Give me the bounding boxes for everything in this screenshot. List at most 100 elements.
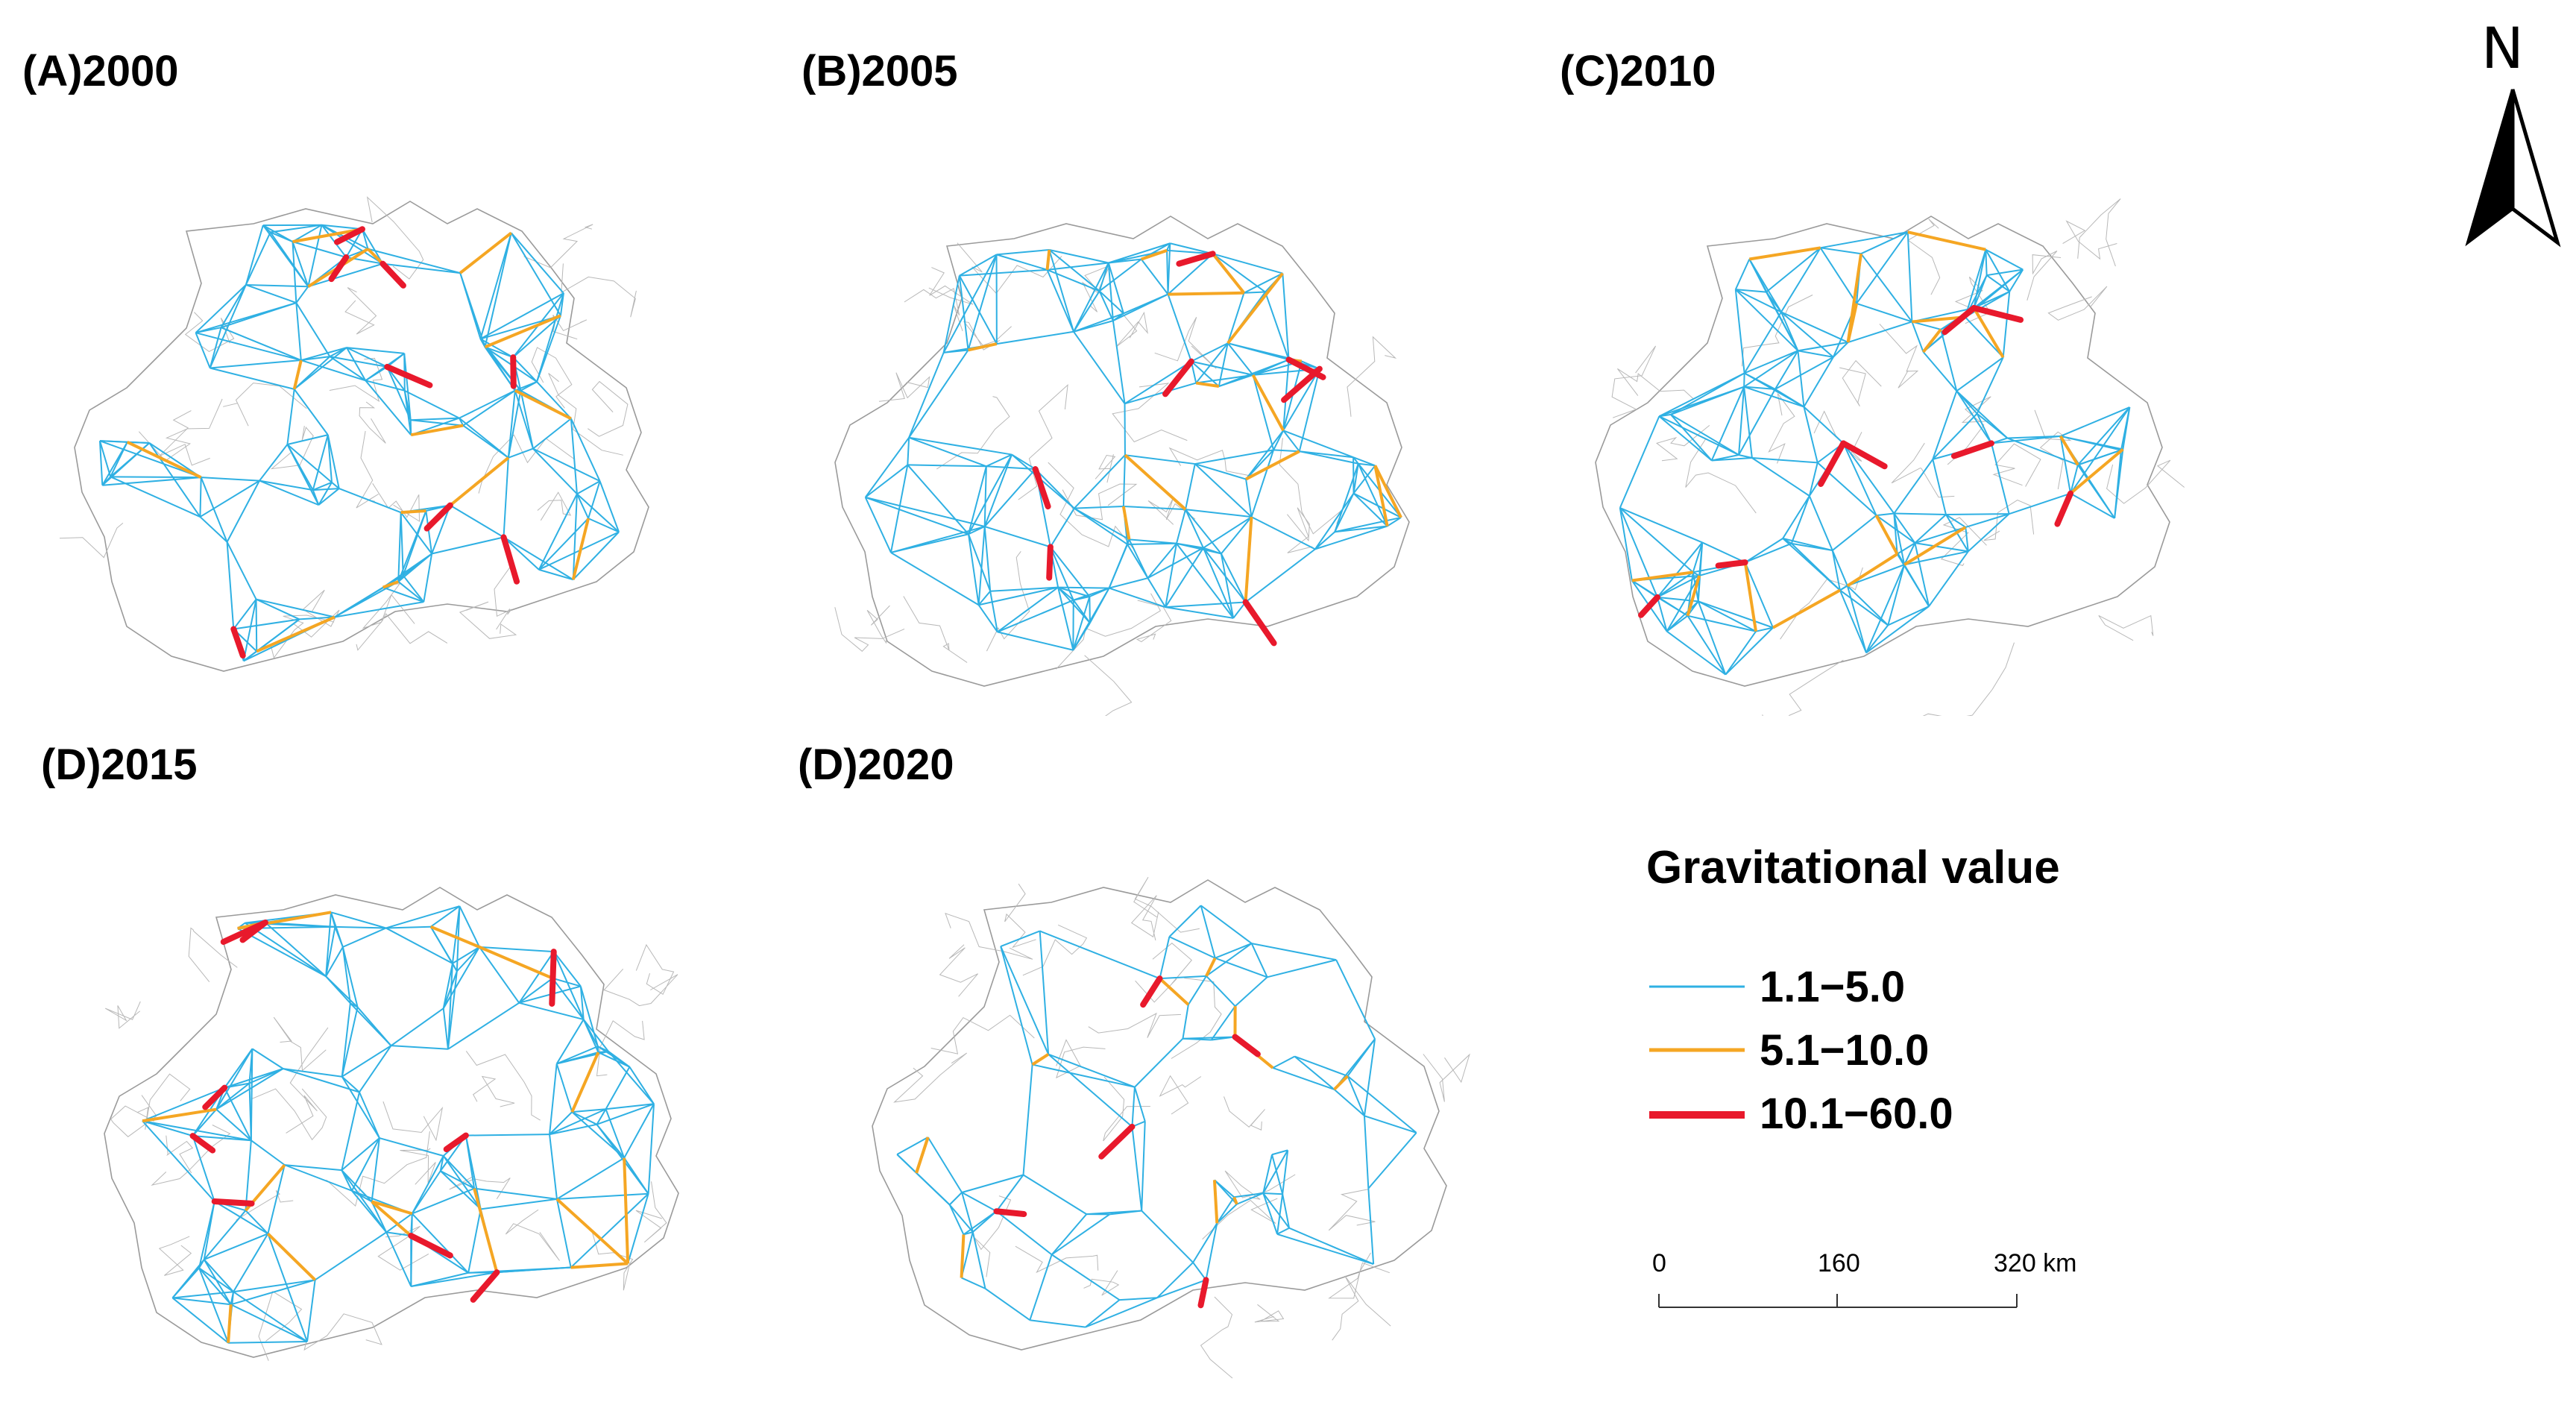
link-low: [959, 268, 1048, 277]
link-low: [1032, 1063, 1136, 1088]
link-low: [596, 1046, 599, 1053]
link-low: [1141, 1210, 1194, 1263]
link-low: [555, 1019, 585, 1064]
link-low: [346, 347, 405, 354]
link-low: [1206, 975, 1236, 1007]
county-boundary: [945, 912, 1033, 960]
link-low: [1187, 975, 1207, 1005]
county-boundary: [400, 1148, 436, 1185]
county-boundary: [2047, 286, 2108, 321]
network-map-2020: [872, 877, 1470, 1379]
link-low: [341, 1007, 359, 1077]
link-low: [536, 381, 572, 419]
link-mid: [367, 248, 384, 265]
link-low: [1194, 449, 1274, 465]
network-map-2010: [1595, 198, 2185, 716]
link-low: [1780, 311, 1834, 358]
link-low: [430, 905, 460, 928]
link-low: [256, 598, 300, 620]
county-boundary: [494, 567, 512, 630]
link-low: [450, 504, 505, 538]
link-mid: [1749, 246, 1821, 261]
link-low: [1657, 597, 1668, 632]
link-low: [362, 228, 384, 265]
link-low: [1819, 247, 1857, 304]
link-mid: [1373, 465, 1389, 526]
link-low: [1986, 274, 2010, 292]
link-low: [233, 618, 300, 630]
network-map-2005: [834, 216, 1410, 716]
panel-title-d-2020: (D)2020: [798, 741, 954, 789]
link-low: [341, 1045, 392, 1078]
county-boundary: [1940, 517, 1987, 566]
link-low: [1282, 430, 1300, 452]
link-high: [993, 1208, 1027, 1218]
link-low: [1074, 505, 1124, 509]
link-low: [1734, 259, 1751, 290]
link-low: [1265, 292, 1290, 360]
link-low: [967, 534, 980, 606]
panel-title-b: (B)2005: [802, 47, 958, 95]
link-low: [325, 912, 332, 977]
link-low: [1282, 1194, 1291, 1228]
link-low: [341, 946, 351, 1004]
link-low: [295, 302, 302, 361]
link-low: [1089, 587, 1109, 597]
link-low: [385, 927, 453, 964]
link-low: [2070, 492, 2115, 519]
link-low: [2009, 492, 2071, 515]
link-low: [1129, 538, 1177, 544]
county-boundary: [459, 601, 517, 639]
link-low: [195, 302, 297, 334]
link-low: [1245, 449, 1274, 480]
link-mid: [1212, 1180, 1219, 1224]
link-low: [142, 1087, 225, 1122]
link-low: [1057, 586, 1090, 597]
link-low: [1131, 1087, 1136, 1127]
link-low: [1192, 1262, 1207, 1280]
link-low: [382, 263, 461, 274]
link-low: [1725, 631, 1757, 676]
link-low: [300, 359, 366, 382]
link-mid: [1226, 272, 1284, 345]
link-low: [1221, 553, 1247, 603]
link-low: [971, 1231, 986, 1289]
link-low: [1911, 321, 1924, 353]
link-low: [447, 1002, 520, 1050]
link-low: [1976, 356, 2004, 415]
county-boundary: [537, 491, 572, 521]
county-boundary: [449, 1175, 511, 1199]
link-low: [1074, 454, 1126, 509]
link-low: [1109, 587, 1166, 609]
link-low: [485, 346, 514, 359]
link-low: [1922, 351, 1958, 392]
link-low: [1203, 547, 1247, 603]
link-low: [890, 552, 980, 606]
scale-label-320: 320 km: [1994, 1249, 2077, 1277]
link-high: [189, 1133, 216, 1154]
link-low: [1347, 1075, 1365, 1116]
link-low: [1244, 272, 1283, 294]
link-low: [1842, 442, 1895, 515]
link-low: [989, 591, 998, 632]
link-low: [142, 1120, 193, 1137]
link-low: [948, 1192, 963, 1206]
link-mid: [1686, 575, 1701, 617]
county-boundary: [1171, 978, 1222, 1059]
link-low: [1738, 386, 1745, 456]
link-low: [459, 417, 509, 459]
link-low: [1182, 1036, 1235, 1040]
link-low: [961, 1192, 974, 1233]
link-low: [292, 224, 322, 243]
link-low: [1743, 386, 1804, 408]
link-low: [456, 946, 480, 972]
link-low: [1848, 321, 1912, 343]
county-boundary: [252, 1088, 327, 1141]
link-low: [442, 946, 480, 1009]
link-low: [1894, 512, 1946, 515]
county-boundary: [60, 523, 124, 559]
link-low: [1085, 1299, 1121, 1328]
county-boundary: [1839, 359, 1882, 407]
link-low: [286, 444, 333, 483]
link-low: [330, 356, 388, 368]
